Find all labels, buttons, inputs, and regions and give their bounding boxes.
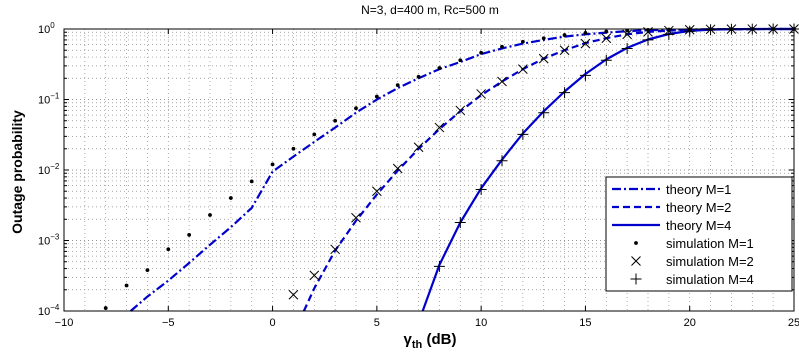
legend-label: simulation M=1: [666, 236, 754, 251]
data-point-dot: [375, 95, 379, 99]
data-point-dot: [125, 284, 129, 288]
x-tick-label: −5: [162, 317, 175, 329]
data-point-dot: [479, 51, 483, 55]
legend-label: simulation M=4: [666, 272, 754, 287]
x-tick-label: 5: [374, 317, 380, 329]
data-point-dot: [604, 30, 608, 34]
data-point-dot: [292, 147, 296, 151]
data-point-dot: [208, 213, 212, 217]
data-point-dot: [542, 36, 546, 40]
data-point-dot: [271, 163, 275, 167]
data-point-dot: [229, 196, 233, 200]
data-point-dot: [584, 31, 588, 35]
legend-swatch-marker-dot: [634, 241, 638, 245]
data-point-dot: [521, 40, 525, 44]
legend: theory M=1 theory M=2 theory M=4 simulation…: [606, 177, 792, 291]
chart-title: N=3, d=400 m, Rc=500 m: [361, 3, 499, 17]
data-point-dot: [166, 247, 170, 251]
data-point-dot: [104, 306, 108, 310]
data-point-dot: [458, 58, 462, 62]
data-point-dot: [312, 132, 316, 136]
data-point-dot: [333, 119, 337, 123]
x-tick-label: 0: [270, 317, 276, 329]
data-point-dot: [438, 66, 442, 70]
data-point-dot: [500, 45, 504, 49]
data-point-dot: [354, 106, 358, 110]
x-tick-label: −10: [55, 317, 74, 329]
legend-label: theory M=1: [666, 182, 731, 197]
x-axis-label-unit: (dB): [422, 331, 456, 348]
legend-label: simulation M=2: [666, 254, 754, 269]
x-tick-label: 10: [475, 317, 487, 329]
x-axis-label-subscript: th: [412, 339, 423, 351]
x-tick-label: 15: [579, 317, 591, 329]
legend-label: theory M=4: [666, 218, 731, 233]
y-axis-label: Outage probability: [9, 110, 25, 234]
data-point-dot: [146, 268, 150, 272]
data-point-dot: [563, 33, 567, 37]
data-point-dot: [250, 179, 254, 183]
x-tick-label: 20: [684, 317, 696, 329]
data-point-dot: [396, 83, 400, 87]
x-tick-label: 25: [788, 317, 799, 329]
data-point-dot: [187, 233, 191, 237]
legend-label: theory M=2: [666, 200, 731, 215]
data-point-dot: [417, 75, 421, 79]
